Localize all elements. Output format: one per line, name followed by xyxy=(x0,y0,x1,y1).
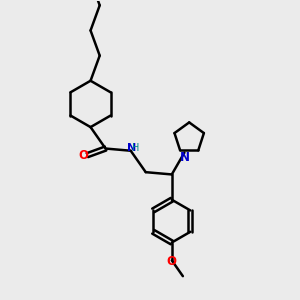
Text: N: N xyxy=(127,143,136,153)
Text: H: H xyxy=(132,143,140,153)
Text: O: O xyxy=(79,148,88,162)
Text: O: O xyxy=(167,255,177,268)
Text: N: N xyxy=(179,151,189,164)
